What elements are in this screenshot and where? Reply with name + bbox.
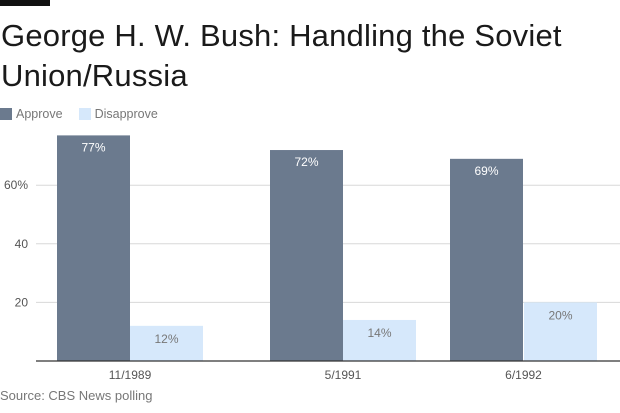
bar-label-approve-1: 72% (294, 155, 318, 169)
legend-swatch-disapprove (78, 108, 91, 120)
legend-item-approve: Approve (0, 107, 63, 121)
legend-item-disapprove: Disapprove (78, 107, 158, 121)
bar-label-disapprove-2: 20% (548, 308, 572, 322)
bar-label-approve-0: 77% (81, 140, 105, 154)
legend-label-disapprove: Disapprove (94, 107, 158, 121)
top-rule (0, 0, 50, 6)
bar-label-disapprove-1: 14% (367, 326, 391, 340)
x-tick-label-0: 11/1989 (109, 368, 152, 382)
bar-approve-2 (450, 158, 523, 361)
bar-disapprove-2 (524, 302, 597, 361)
bar-disapprove-1 (343, 319, 416, 361)
legend: Approve Disapprove (0, 106, 174, 122)
legend-label-approve: Approve (16, 107, 63, 121)
x-tick-label-2: 6/1992 (505, 368, 542, 382)
bar-approve-1 (270, 150, 343, 361)
bar-approve-0 (57, 135, 130, 361)
x-tick-label-1: 5/1991 (325, 368, 362, 382)
bar-label-disapprove-0: 12% (154, 332, 178, 346)
y-tick-label-20: 20 (15, 295, 29, 309)
y-tick-label-40: 40 (15, 237, 29, 251)
bar-disapprove-0 (130, 325, 203, 361)
chart-title: George H. W. Bush: Handling the Soviet U… (1, 18, 562, 93)
source-note: Source: CBS News polling (0, 388, 153, 403)
y-tick-label-60: 60% (4, 178, 28, 192)
legend-swatch-approve (0, 108, 12, 120)
bar-label-approve-2: 69% (474, 164, 498, 178)
